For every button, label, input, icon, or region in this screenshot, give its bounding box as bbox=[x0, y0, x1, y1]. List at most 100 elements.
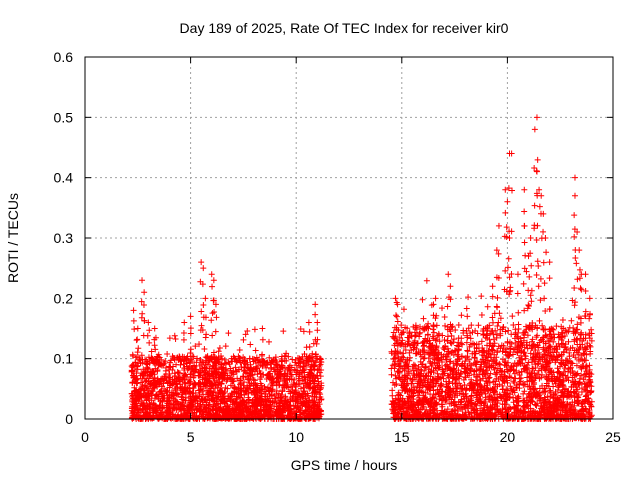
data-point-marker bbox=[265, 406, 272, 413]
data-point-marker bbox=[236, 346, 243, 353]
data-point-marker bbox=[306, 397, 313, 404]
data-point-marker bbox=[201, 346, 208, 353]
data-point-marker bbox=[455, 321, 462, 328]
data-point-marker bbox=[263, 364, 270, 371]
data-point-marker bbox=[142, 369, 149, 376]
data-point-marker bbox=[172, 336, 179, 343]
data-point-marker bbox=[299, 377, 306, 384]
data-point-marker bbox=[209, 397, 216, 404]
data-point-marker bbox=[216, 345, 223, 352]
data-point-marker bbox=[297, 326, 304, 333]
data-point-marker bbox=[174, 369, 181, 376]
data-point-marker bbox=[202, 334, 209, 341]
data-point-marker bbox=[389, 387, 396, 394]
data-point-marker bbox=[171, 379, 178, 386]
data-point-marker bbox=[534, 325, 541, 332]
data-point-marker bbox=[208, 271, 215, 278]
data-point-marker bbox=[187, 359, 194, 366]
data-point-marker bbox=[237, 386, 244, 393]
data-point-marker bbox=[215, 366, 222, 373]
data-point-marker bbox=[136, 402, 143, 409]
data-point-marker bbox=[250, 383, 257, 390]
data-point-marker bbox=[215, 374, 222, 381]
data-point-marker bbox=[289, 356, 296, 363]
data-point-marker bbox=[464, 313, 471, 320]
data-point-marker bbox=[394, 318, 401, 325]
data-point-marker bbox=[205, 402, 212, 409]
data-point-marker bbox=[197, 380, 204, 387]
data-point-marker bbox=[138, 400, 145, 407]
data-point-marker bbox=[228, 355, 235, 362]
data-point-marker bbox=[507, 287, 514, 294]
data-point-marker bbox=[306, 343, 313, 350]
data-point-marker bbox=[303, 398, 310, 405]
data-point-marker bbox=[231, 389, 238, 396]
data-point-marker bbox=[179, 394, 186, 401]
data-point-marker bbox=[509, 313, 516, 320]
data-point-marker bbox=[162, 387, 169, 394]
data-point-marker bbox=[430, 323, 437, 330]
data-point-marker bbox=[235, 390, 242, 397]
data-point-marker bbox=[134, 415, 141, 422]
data-point-marker bbox=[171, 385, 178, 392]
data-point-marker bbox=[441, 314, 448, 321]
data-point-marker bbox=[204, 415, 211, 422]
data-point-marker bbox=[314, 406, 321, 413]
data-point-marker bbox=[314, 319, 321, 326]
data-point-marker bbox=[312, 311, 319, 318]
data-point-marker bbox=[300, 363, 307, 370]
data-point-marker bbox=[209, 310, 216, 317]
data-point-marker bbox=[209, 406, 216, 413]
data-point-marker bbox=[242, 405, 249, 412]
data-point-marker bbox=[287, 390, 294, 397]
data-point-marker bbox=[297, 394, 304, 401]
data-point-marker bbox=[416, 333, 423, 340]
data-point-marker bbox=[484, 303, 491, 310]
data-point-marker bbox=[154, 354, 161, 361]
data-point-marker bbox=[439, 305, 446, 312]
data-point-marker bbox=[514, 271, 521, 278]
data-point-marker bbox=[200, 302, 207, 309]
data-point-marker bbox=[568, 317, 575, 324]
data-point-marker bbox=[219, 394, 226, 401]
data-point-marker bbox=[150, 377, 157, 384]
data-point-marker bbox=[198, 308, 205, 315]
data-point-marker bbox=[278, 363, 285, 370]
data-point-marker bbox=[458, 335, 465, 342]
data-point-marker bbox=[171, 392, 178, 399]
data-point-marker bbox=[133, 354, 140, 361]
data-point-marker bbox=[240, 336, 247, 343]
data-point-marker bbox=[515, 325, 522, 332]
data-point-marker bbox=[252, 347, 259, 354]
data-point-marker bbox=[133, 337, 140, 344]
data-point-marker bbox=[242, 388, 249, 395]
data-point-marker bbox=[215, 348, 222, 355]
data-point-marker bbox=[136, 356, 143, 363]
data-point-marker bbox=[253, 401, 260, 408]
data-point-marker bbox=[181, 372, 188, 379]
data-point-marker bbox=[232, 364, 239, 371]
data-point-marker bbox=[303, 362, 310, 369]
data-point-marker bbox=[250, 376, 257, 383]
data-point-marker bbox=[192, 343, 199, 350]
data-point-marker bbox=[206, 379, 213, 386]
data-point-marker bbox=[188, 397, 195, 404]
data-point-marker bbox=[287, 398, 294, 405]
data-point-marker bbox=[216, 379, 223, 386]
data-point-marker bbox=[212, 364, 219, 371]
data-point-marker bbox=[559, 316, 566, 323]
data-point-marker bbox=[517, 378, 524, 385]
data-point-marker bbox=[312, 359, 319, 366]
data-point-marker bbox=[209, 332, 216, 339]
data-point-marker bbox=[270, 357, 277, 364]
data-point-marker bbox=[250, 402, 257, 409]
data-point-marker bbox=[229, 378, 236, 385]
data-point-marker bbox=[282, 393, 289, 400]
data-point-marker bbox=[269, 379, 276, 386]
data-point-marker bbox=[301, 366, 308, 373]
data-point-marker bbox=[254, 365, 261, 372]
data-point-marker bbox=[312, 410, 319, 417]
data-point-marker bbox=[132, 405, 139, 412]
data-point-marker bbox=[227, 382, 234, 389]
data-point-marker bbox=[130, 307, 137, 314]
